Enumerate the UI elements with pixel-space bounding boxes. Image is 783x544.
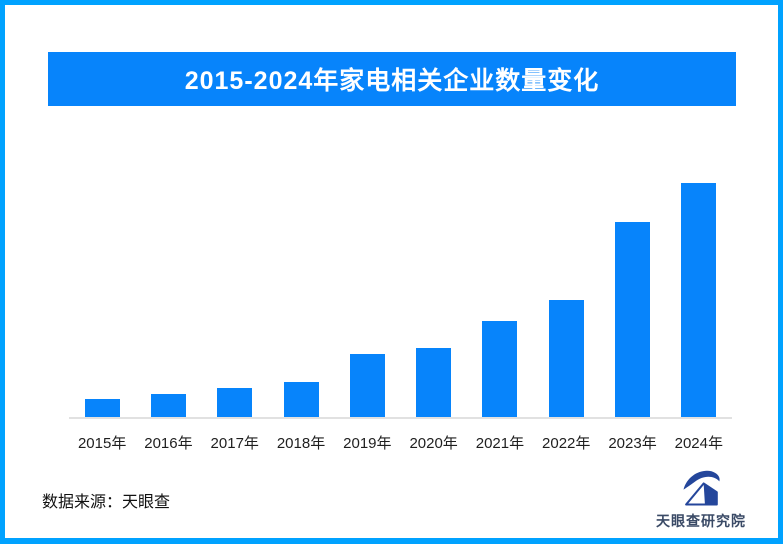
tianyancha-research-logo: 天眼查研究院 bbox=[655, 466, 747, 531]
bar-slot bbox=[69, 157, 135, 417]
x-axis-label: 2023年 bbox=[608, 435, 657, 452]
bar-slot bbox=[666, 157, 732, 417]
bar-2022年 bbox=[548, 300, 584, 417]
chart-title-bar: 2015-2024年家电相关企业数量变化 bbox=[48, 52, 736, 106]
bar-slot bbox=[268, 157, 334, 417]
x-axis-label: 2021年 bbox=[475, 435, 525, 452]
bar-slot bbox=[334, 157, 400, 417]
bar-slot bbox=[467, 157, 533, 417]
x-axis-label: 2018年 bbox=[276, 435, 326, 452]
x-axis-label: 2022年 bbox=[542, 435, 591, 452]
x-axis-labels: 2015年 2016年 2017年 2018年 2019年 2020年 2021年 2022年… bbox=[69, 432, 732, 453]
x-axis-label: 2024年 bbox=[674, 435, 723, 452]
x-axis-label: 2016年 bbox=[144, 435, 193, 452]
x-axis-label: 2020年 bbox=[409, 435, 458, 452]
bar-2024年 bbox=[681, 183, 717, 417]
chart-title: 2015-2024年家电相关企业数量变化 bbox=[184, 67, 600, 95]
tianyancha-eye-swoosh-icon bbox=[680, 466, 722, 508]
data-source-label: 数据来源：天眼查 bbox=[42, 494, 171, 511]
bar-chart-plot-area bbox=[69, 157, 732, 419]
bar-2016年 bbox=[150, 394, 186, 417]
bar-slot bbox=[599, 157, 665, 417]
bar-2015年 bbox=[84, 399, 120, 417]
x-axis-label: 2019年 bbox=[343, 435, 392, 452]
bar-2021年 bbox=[482, 321, 518, 417]
bar-slot bbox=[533, 157, 599, 417]
bar-slot bbox=[135, 157, 201, 417]
bar-slot bbox=[202, 157, 268, 417]
bar-2023年 bbox=[615, 222, 651, 417]
x-axis-label: 2015年 bbox=[77, 435, 127, 452]
bar-2017年 bbox=[217, 388, 253, 417]
bar-slot bbox=[400, 157, 466, 417]
x-axis-label: 2017年 bbox=[210, 435, 259, 452]
bar-2019年 bbox=[349, 354, 385, 417]
logo-text: 天眼查研究院 bbox=[656, 513, 746, 529]
bar-2020年 bbox=[416, 348, 452, 417]
bar-2018年 bbox=[283, 382, 319, 417]
